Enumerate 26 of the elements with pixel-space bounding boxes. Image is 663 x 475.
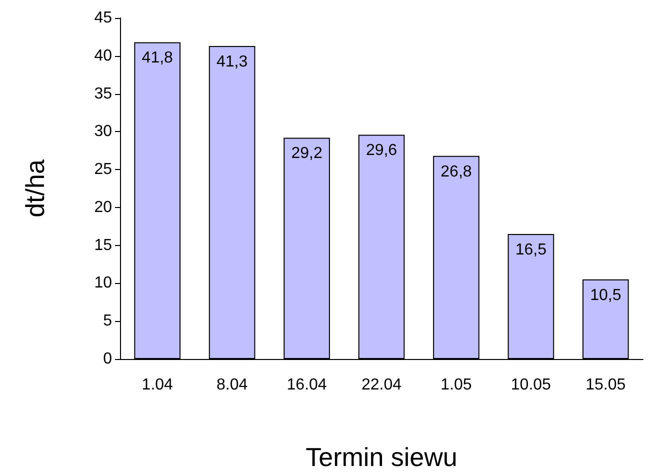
y-tick-label: 20 xyxy=(94,198,112,216)
y-tick-label: 15 xyxy=(94,236,112,254)
y-tick-label: 10 xyxy=(94,274,112,292)
x-tick-label: 15.05 xyxy=(586,376,626,394)
x-tick-label: 22.04 xyxy=(361,376,402,394)
x-tick-label: 10.05 xyxy=(510,376,552,394)
x-tick-label: 8.04 xyxy=(216,376,248,394)
x-tick-label: 1.05 xyxy=(440,376,472,394)
y-tick-label: 0 xyxy=(103,350,112,368)
y-tick-label: 40 xyxy=(94,47,112,64)
y-axis-title: dt/ha xyxy=(20,159,50,218)
data-label: 16,5 xyxy=(515,241,547,258)
data-label: 26,8 xyxy=(440,163,472,180)
y-tick-label: 30 xyxy=(94,123,112,140)
y-tick-label: 45 xyxy=(94,10,112,26)
y-tick-label: 5 xyxy=(103,312,112,330)
data-label: 10,5 xyxy=(590,286,622,304)
data-label: 29,6 xyxy=(366,142,398,160)
x-axis-title: Termin siewu xyxy=(306,442,458,472)
y-tick-label: 35 xyxy=(94,85,112,102)
data-label: 41,3 xyxy=(216,54,248,71)
x-tick-label: 16.04 xyxy=(286,376,327,394)
data-label: 29,2 xyxy=(291,145,322,162)
x-tick-label: 1.04 xyxy=(142,376,174,394)
y-tick-label: 25 xyxy=(94,161,112,178)
data-label: 41,8 xyxy=(142,50,174,67)
